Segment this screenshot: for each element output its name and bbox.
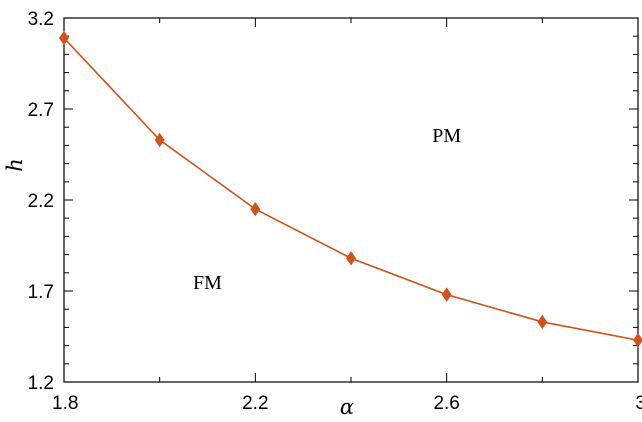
data-point-marker: [633, 332, 642, 348]
data-point-marker: [346, 251, 356, 266]
y-tick-label: 1.7: [28, 282, 54, 303]
y-tick-label: 2.7: [28, 100, 54, 121]
y-tick-label: 2.2: [28, 191, 54, 212]
data-point-marker: [441, 287, 452, 302]
data-point-marker: [250, 201, 261, 217]
plot-frame: [63, 17, 639, 383]
y-axis-label: h: [3, 158, 27, 172]
data-point-marker: [154, 132, 165, 148]
data-point-marker: [59, 30, 69, 46]
axis-ticks: [63, 17, 639, 383]
region-label-pm: PM: [432, 125, 461, 147]
y-tick-label: 3.2: [28, 9, 54, 30]
region-label-fm: FM: [193, 272, 222, 294]
series-line: [63, 37, 639, 341]
y-tick-label: 1.2: [28, 373, 54, 394]
x-axis-label: α: [340, 395, 354, 419]
x-tick-label: 2.2: [242, 393, 268, 414]
x-tick-label: 3: [635, 393, 642, 414]
series-group: [59, 30, 642, 348]
x-tick-label: 1.8: [52, 393, 78, 414]
region-labels: PM FM: [193, 125, 461, 294]
tick-labels: 1.8 2.2 2.6 3 1.2 1.7 2.2 2.7 3.2: [28, 9, 642, 414]
x-tick-label: 2.6: [433, 393, 459, 414]
data-point-marker: [537, 314, 548, 330]
